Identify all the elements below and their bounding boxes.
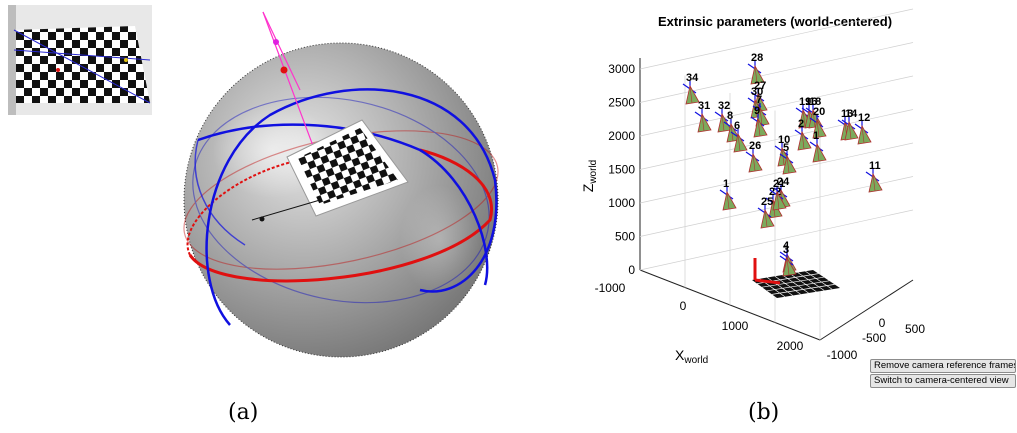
camera-label: 7 xyxy=(756,94,762,106)
camera-label: 16 xyxy=(805,96,817,108)
camera-glyph: 26 xyxy=(745,140,763,173)
camera-label: 32 xyxy=(718,100,730,112)
camera-glyph: 28 xyxy=(747,52,765,85)
camera-label: 1 xyxy=(723,178,729,190)
camera-glyph: 12 xyxy=(854,112,872,145)
camera-label: 19 xyxy=(799,96,811,108)
z-tick-label: 0 xyxy=(628,263,635,277)
ray-point-magenta xyxy=(273,39,279,45)
great-circle-red xyxy=(188,148,493,283)
camera-label: 5 xyxy=(783,142,789,154)
camera-label: 2 xyxy=(798,118,804,130)
camera-glyph: 6 xyxy=(730,120,748,153)
world-checkerboard xyxy=(752,258,840,298)
switch-camera-view-button[interactable]: Switch to camera-centered view xyxy=(870,374,1016,388)
camera-label: 13 xyxy=(841,108,853,120)
great-circle-blue-2 xyxy=(197,123,489,286)
camera-glyph: 5 xyxy=(779,142,797,175)
z-tick-label: 500 xyxy=(615,230,635,244)
camera-label: 12 xyxy=(858,112,870,124)
x-tick-label: 0 xyxy=(680,299,687,313)
camera-label: 28 xyxy=(751,52,763,64)
camera-label: 4 xyxy=(783,240,790,252)
x-tick-label: 1000 xyxy=(722,319,749,333)
camera-label: 11 xyxy=(869,160,881,172)
camera-label: 8 xyxy=(727,110,733,122)
camera-label: 6 xyxy=(734,120,740,132)
camera-label: 3 xyxy=(783,244,789,256)
z-tick-label: 1500 xyxy=(608,163,635,177)
camera-label: 21 xyxy=(773,178,785,190)
y-tick-label: 500 xyxy=(905,322,925,336)
z-tick-label: 2000 xyxy=(608,129,635,143)
camera-label: 20 xyxy=(813,106,825,118)
z-tick-label: 2500 xyxy=(608,96,635,110)
camera-label: 14 xyxy=(845,108,858,120)
camera-glyph: 25 xyxy=(757,196,775,229)
projected-checkerboard xyxy=(286,119,409,217)
camera-label: 1 xyxy=(813,130,819,142)
camera-label: 24 xyxy=(777,176,790,188)
camera-glyph: 14 xyxy=(841,108,859,141)
camera-glyph: 11 xyxy=(865,160,883,193)
camera-label: 9 xyxy=(754,105,760,117)
x-axis-label: Xworld xyxy=(675,347,708,366)
camera-glyph: 20 xyxy=(809,106,827,139)
camera-label: 25 xyxy=(761,196,773,208)
camera-label: 30 xyxy=(751,86,763,98)
great-circle-blue-1 xyxy=(205,88,498,326)
y-tick-label: 0 xyxy=(879,316,886,330)
x-tick-label: 2000 xyxy=(777,339,804,353)
camera-label: 10 xyxy=(778,134,790,146)
camera-glyph: 8 xyxy=(723,110,741,143)
chart-title: Extrinsic parameters (world-centered) xyxy=(658,14,892,29)
camera-glyph: 9 xyxy=(750,105,768,138)
camera-label: 26 xyxy=(749,140,761,152)
z-tick-label: 3000 xyxy=(608,62,635,76)
z-axis-label: Zworld xyxy=(580,160,599,192)
projection-ray xyxy=(262,11,323,171)
camera-glyph: 1 xyxy=(809,130,827,163)
caption-b: (b) xyxy=(748,400,780,425)
z-tick-label: 1000 xyxy=(608,196,635,210)
camera-glyph: 21 xyxy=(769,178,787,211)
camera-glyph: 1 xyxy=(719,178,737,211)
camera-glyph: 31 xyxy=(694,100,712,133)
camera-label: 34 xyxy=(686,72,699,84)
camera-glyph: 2 xyxy=(794,118,812,151)
y-tick-label: -500 xyxy=(862,331,886,345)
camera-label: 27 xyxy=(754,80,766,92)
checkerboard-photo-inset xyxy=(8,5,152,115)
sphere-diagram xyxy=(8,5,499,358)
camera-glyph: 3 xyxy=(779,244,797,277)
camera-glyph: 34 xyxy=(682,72,700,105)
camera-label: 18 xyxy=(809,96,821,108)
ray-point-red xyxy=(280,66,288,74)
caption-a: (a) xyxy=(228,400,259,425)
camera-label: 31 xyxy=(698,100,710,112)
y-tick-label: -1000 xyxy=(827,348,858,362)
remove-camera-frames-button[interactable]: Remove camera reference frames xyxy=(870,359,1016,373)
center-point xyxy=(259,216,265,222)
x-tick-label: -1000 xyxy=(595,281,626,295)
extrinsic-plot: Extrinsic parameters (world-centered) 0 5… xyxy=(580,8,925,366)
